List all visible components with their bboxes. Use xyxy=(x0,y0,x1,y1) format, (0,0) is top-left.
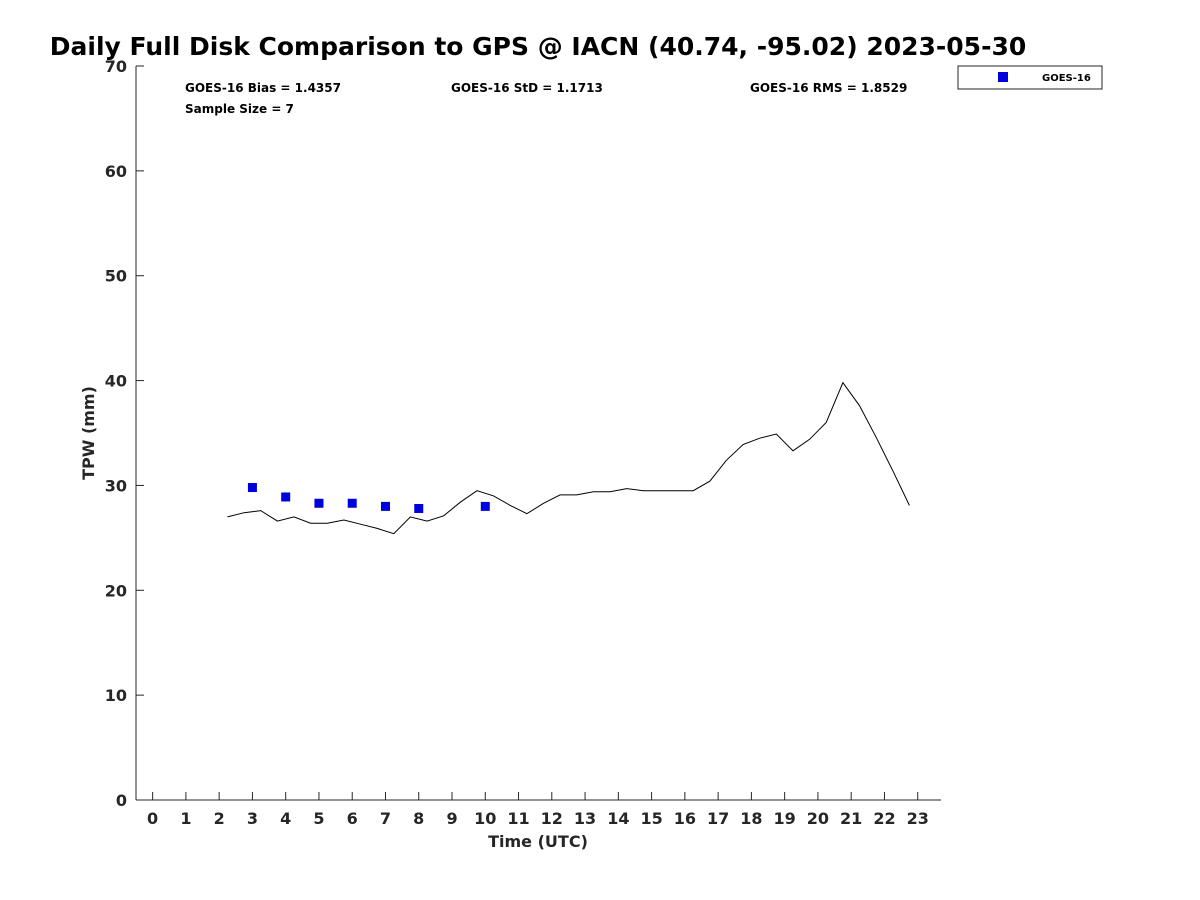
y-tick-label: 50 xyxy=(105,267,127,286)
x-ticks: 0 1 2 3 4 5 6 7 8 9 10 11 12 13 14 15 16 17 18 19 20 21 22 23 xyxy=(147,792,929,828)
chart-title: Daily Full Disk Comparison to GPS @ IACN… xyxy=(50,32,1026,61)
x-tick-label: 13 xyxy=(574,809,596,828)
x-tick-label: 4 xyxy=(280,809,291,828)
goes16-point xyxy=(480,501,490,511)
x-tick-label: 17 xyxy=(707,809,729,828)
goes16-point xyxy=(380,501,390,511)
y-tick-label: 10 xyxy=(105,686,127,705)
goes16-point xyxy=(347,498,357,508)
sample-size-stat: Sample Size = 7 xyxy=(185,102,294,116)
x-tick-label: 10 xyxy=(474,809,496,828)
x-tick-label: 3 xyxy=(247,809,258,828)
x-tick-label: 1 xyxy=(180,809,191,828)
x-tick-label: 7 xyxy=(380,809,391,828)
goes16-point xyxy=(314,498,324,508)
legend: GOES-16 xyxy=(957,65,1103,90)
y-axis-label: TPW (mm) xyxy=(79,386,98,480)
x-tick-label: 14 xyxy=(607,809,629,828)
plot-area xyxy=(227,381,910,535)
goes16-point xyxy=(414,503,424,513)
x-tick-label: 16 xyxy=(674,809,696,828)
y-ticks: 0 10 20 30 40 50 60 70 xyxy=(105,57,144,810)
y-tick-label: 30 xyxy=(105,476,127,495)
goes16-point xyxy=(281,492,291,502)
x-tick-label: 8 xyxy=(413,809,424,828)
x-axis-label: Time (UTC) xyxy=(488,832,588,851)
y-tick-label: 70 xyxy=(105,57,127,76)
x-tick-label: 5 xyxy=(313,809,324,828)
x-tick-label: 0 xyxy=(147,809,158,828)
x-tick-label: 11 xyxy=(507,809,529,828)
gps-tpw-line xyxy=(227,381,910,535)
std-stat: GOES-16 StD = 1.1713 xyxy=(451,81,603,95)
x-tick-label: 18 xyxy=(740,809,762,828)
y-tick-label: 60 xyxy=(105,162,127,181)
x-tick-label: 2 xyxy=(214,809,225,828)
y-tick-label: 20 xyxy=(105,581,127,600)
x-tick-label: 20 xyxy=(807,809,829,828)
legend-label: GOES-16 xyxy=(1042,73,1091,84)
x-tick-label: 22 xyxy=(873,809,895,828)
y-tick-label: 40 xyxy=(105,372,127,391)
x-tick-label: 19 xyxy=(774,809,796,828)
x-tick-label: 21 xyxy=(840,809,862,828)
goes16-point xyxy=(247,483,257,493)
bias-stat: GOES-16 Bias = 1.4357 xyxy=(185,81,341,95)
x-tick-label: 23 xyxy=(907,809,929,828)
x-tick-label: 12 xyxy=(541,809,563,828)
legend-box xyxy=(957,65,1103,90)
rms-stat: GOES-16 RMS = 1.8529 xyxy=(750,81,907,95)
x-tick-label: 6 xyxy=(347,809,358,828)
x-tick-label: 9 xyxy=(446,809,457,828)
stats-annotations: GOES-16 Bias = 1.4357 GOES-16 StD = 1.17… xyxy=(185,81,907,116)
y-tick-label: 0 xyxy=(116,791,127,810)
legend-swatch-square-icon xyxy=(998,72,1008,82)
axes xyxy=(135,66,941,801)
x-tick-label: 15 xyxy=(640,809,662,828)
